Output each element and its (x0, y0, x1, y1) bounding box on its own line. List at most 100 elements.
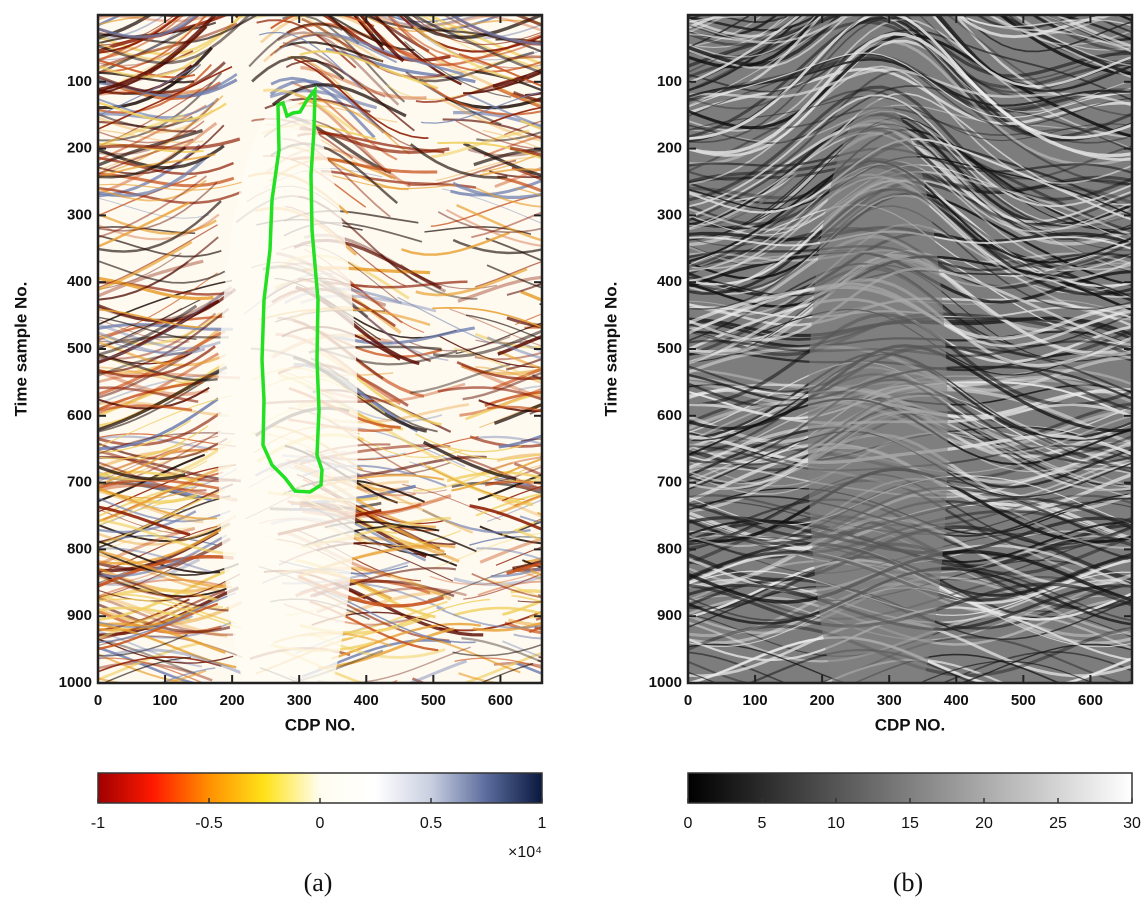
x-tick-label: 500 (1011, 692, 1036, 709)
reflector (98, 34, 542, 150)
reflector (715, 15, 1132, 34)
x-tick-label: 200 (220, 692, 245, 709)
reflector (688, 52, 1132, 119)
colorbar-tick-label: 20 (975, 815, 993, 832)
reflector (98, 15, 542, 53)
x-tick-label: 300 (877, 692, 902, 709)
y-tick-label: 200 (67, 140, 92, 157)
y-tick-label: 300 (657, 206, 682, 223)
reflector (678, 0, 1134, 3)
reflector (98, 598, 542, 642)
x-axis-label: CDP NO. (875, 715, 946, 734)
reflector (98, 52, 542, 153)
colorbar-tick-label: 0 (684, 815, 693, 832)
reflector (688, 53, 1132, 111)
reflector (688, 15, 1132, 53)
reflector (688, 15, 1132, 67)
reflector (98, 55, 542, 179)
y-tick-label: 700 (657, 474, 682, 491)
reflector (688, 15, 1132, 78)
colorbar-tick-label: 10 (827, 815, 845, 832)
reflector (98, 54, 542, 139)
y-tick-label: 500 (657, 340, 682, 357)
reflector (688, 40, 1132, 166)
reflector (98, 169, 542, 210)
x-axis-label: CDP NO. (285, 715, 356, 734)
x-tick-label: 400 (944, 692, 969, 709)
x-tick-label: 500 (421, 692, 446, 709)
reflector (688, 65, 1132, 185)
reflector (688, 15, 1127, 39)
y-tick-label: 900 (67, 607, 92, 624)
reflector (98, 15, 542, 54)
y-axis-label: Time sample No. (11, 282, 30, 417)
seismic-image (678, 0, 1134, 683)
reflector (688, 123, 1132, 238)
reflector (98, 33, 542, 127)
reflector (98, 15, 542, 103)
reflector (88, 0, 544, 9)
reflector (98, 118, 542, 234)
reflector (98, 15, 542, 116)
reflector (688, 660, 1095, 683)
y-axis-label: Time sample No. (601, 282, 620, 417)
reflector (688, 94, 1132, 208)
reflector (98, 22, 542, 137)
reflector (688, 15, 1132, 140)
x-tick-label: 600 (1078, 692, 1103, 709)
reflector (688, 15, 1132, 53)
reflector (688, 15, 1132, 52)
reflector (98, 622, 542, 672)
reflector (101, 656, 542, 683)
y-tick-label: 600 (67, 407, 92, 424)
y-tick-label: 400 (67, 273, 92, 290)
reflector (98, 31, 542, 107)
reflector (98, 268, 542, 362)
y-tick-label: 500 (67, 340, 92, 357)
x-tick-label: 400 (354, 692, 379, 709)
reflector (688, 643, 1132, 683)
reflector (688, 15, 1132, 47)
reflector (98, 15, 542, 40)
reflector (98, 32, 542, 142)
colorbar-multiplier: ×10⁴ (508, 844, 542, 861)
reflector (98, 15, 542, 142)
reflector (98, 56, 542, 175)
x-tick-label: 0 (684, 692, 692, 709)
x-tick-label: 600 (488, 692, 513, 709)
reflector (98, 335, 542, 366)
salt-body-haze (807, 100, 948, 683)
reflector (98, 15, 542, 74)
reflector (88, 0, 544, 9)
colorbar-tick-label: 0 (316, 815, 325, 832)
reflector (98, 15, 504, 31)
reflector (98, 123, 542, 160)
reflector (98, 280, 542, 298)
reflector (98, 477, 542, 548)
panel-caption: (a) (304, 868, 333, 897)
x-tick-label: 300 (287, 692, 312, 709)
x-tick-label: 100 (743, 692, 768, 709)
colorbar-tick-label: 0.5 (420, 815, 442, 832)
salt-body-haze (217, 100, 358, 683)
y-tick-label: 1000 (59, 674, 92, 691)
colorbar-tick-label: 15 (901, 815, 919, 832)
x-tick-label: 200 (810, 692, 835, 709)
reflector (98, 50, 542, 131)
reflector (98, 15, 542, 79)
reflector (688, 68, 1132, 107)
colorbar-tick-label: 5 (758, 815, 767, 832)
reflector (688, 15, 1132, 113)
y-tick-label: 200 (657, 140, 682, 157)
reflector (98, 15, 542, 99)
reflector (688, 651, 1132, 683)
reflector (98, 648, 542, 683)
reflector (688, 85, 1132, 152)
reflector (98, 15, 542, 69)
reflector (98, 15, 542, 28)
x-tick-label: 0 (94, 692, 102, 709)
reflector (98, 497, 542, 547)
reflector (98, 15, 542, 45)
y-tick-label: 400 (657, 273, 682, 290)
